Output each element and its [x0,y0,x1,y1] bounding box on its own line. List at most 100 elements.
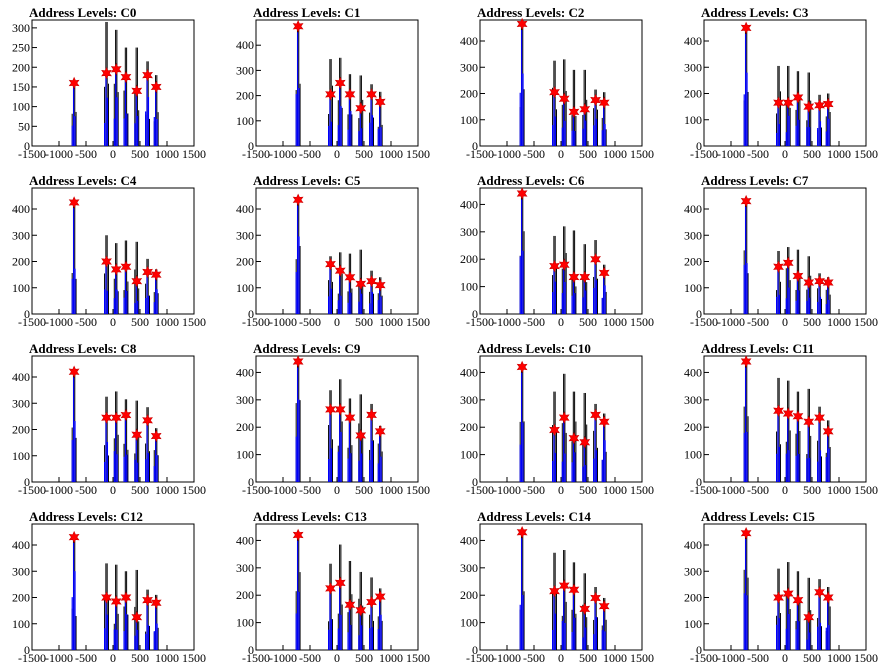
x-tick-label: -500 [299,483,321,497]
x-tick-label: 0 [558,483,564,497]
peak-star [325,88,336,101]
x-tick-label: 1500 [182,147,206,161]
y-tick-label: 100 [460,448,478,462]
x-tick-label: -1000 [717,315,745,329]
peak-star [568,105,580,119]
x-tick-label: 1500 [854,483,878,497]
peak-star [150,596,162,609]
peak-star [782,256,794,270]
y-tick-label: 400 [236,38,254,52]
peak-star [120,70,132,84]
y-tick-label: 0 [24,139,30,153]
x-tick-label: -1500 [242,651,270,665]
x-tick-label: 1000 [155,483,179,497]
panel-title: Address Levels: C6 [477,173,585,188]
y-tick-label: 100 [684,113,702,127]
y-tick-label: 400 [684,365,702,379]
peak-star [792,410,804,423]
peak-star [579,436,591,449]
peak-star [101,66,112,80]
y-tick-label: 200 [12,423,30,437]
peak-star [740,526,752,540]
peak-star [568,270,580,284]
y-tick-label: 0 [472,643,478,657]
y-tick-label: 300 [460,60,478,74]
x-tick-label: 0 [334,651,340,665]
panel-1: Address Levels: C1 0 100 200 300 400 -1500 -100… [236,5,430,161]
plot-frame [255,355,419,483]
peak-star [598,266,610,280]
x-tick-label: 1500 [630,315,654,329]
peak-star [366,88,377,101]
panel-11: Address Levels: C11 0 100 200 300 400 -1500 -10… [684,341,878,497]
x-tick-label: -1000 [493,147,521,161]
peak-star [549,259,560,273]
x-tick-label: 500 [579,315,597,329]
x-tick-label: 500 [355,315,373,329]
y-tick-label: 200 [236,89,254,103]
y-tick-label: 400 [12,538,30,552]
y-tick-label: 200 [684,591,702,605]
y-tick-label: 300 [236,228,254,242]
peak-star [142,414,153,427]
peak-star [142,593,153,607]
x-tick-label: -500 [747,315,769,329]
y-tick-label: 400 [460,34,478,48]
y-tick-label: 300 [460,225,478,239]
x-tick-label: -1500 [690,147,718,161]
peak-star [344,411,356,424]
peak-star [334,576,346,590]
peak-star [568,431,580,445]
x-tick-label: -500 [747,651,769,665]
panel-title: Address Levels: C11 [701,341,814,356]
peak-star [822,425,834,438]
y-tick-label: 0 [248,475,254,489]
y-tick-label: 100 [460,616,478,630]
y-tick-label: 300 [12,228,30,242]
x-tick-label: 500 [131,315,149,329]
peak-star [150,80,162,94]
peak-star [558,411,570,424]
x-tick-label: 500 [579,147,597,161]
plot-frame [255,187,419,315]
peak-star [150,268,162,281]
x-tick-label: 1000 [603,147,627,161]
panel-title: Address Levels: C15 [701,509,815,524]
x-tick-label: -1500 [466,147,494,161]
peak-star [120,260,132,273]
y-tick-label: 300 [12,564,30,578]
x-tick-label: 1500 [854,651,878,665]
y-tick-label: 300 [684,60,702,74]
x-tick-label: 1000 [827,147,851,161]
peak-star [374,590,386,603]
peak-star [374,425,386,438]
peak-star [334,76,346,90]
x-tick-label: 0 [110,483,116,497]
y-tick-label: 100 [12,617,30,631]
x-tick-label: -1000 [493,651,521,665]
peak-star [355,277,367,291]
peak-star [374,278,386,292]
panel-0: Address Levels: C0 0 50 100 150 200 250 300 -150… [12,5,206,161]
peak-star [68,365,80,378]
peak-star [101,591,112,604]
y-tick-label: 400 [12,202,30,216]
y-tick-label: 200 [460,588,478,602]
y-tick-label: 400 [460,365,478,379]
peak-star [782,587,794,600]
peak-star [292,193,304,207]
peak-star [325,582,336,595]
x-tick-label: -500 [747,147,769,161]
panel-title: Address Levels: C5 [253,173,361,188]
peak-star [773,260,784,273]
peak-star [334,403,346,416]
peak-star [782,96,794,109]
peak-star [814,274,825,288]
peak-star [325,257,336,271]
y-tick-label: 400 [236,365,254,379]
peak-star [803,276,815,289]
x-tick-label: 0 [558,315,564,329]
x-tick-label: -1500 [466,651,494,665]
panel-title: Address Levels: C12 [29,509,143,524]
panel-4: Address Levels: C4 0 100 200 300 400 -1500 -100… [12,173,206,329]
